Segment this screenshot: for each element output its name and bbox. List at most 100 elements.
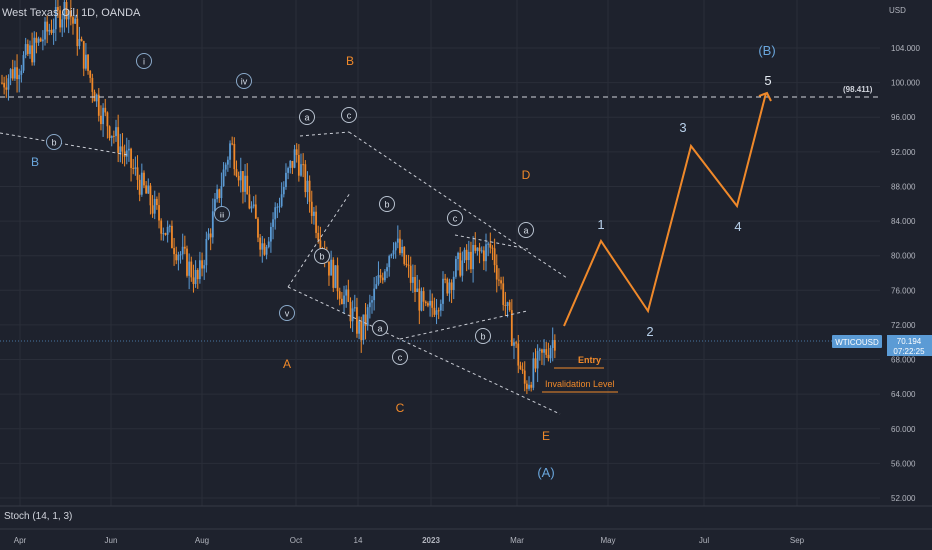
candle-body <box>31 45 34 63</box>
candle-body <box>330 259 333 276</box>
candle-body <box>3 82 6 88</box>
candle-body <box>218 189 221 199</box>
candle-body <box>192 277 195 285</box>
candle-body <box>515 342 518 344</box>
candle-body <box>377 275 380 285</box>
price-tick-label: 92.000 <box>891 148 916 157</box>
wave-label-orange-e: E <box>542 429 550 443</box>
candle-body <box>360 321 363 341</box>
candle-body <box>375 284 378 289</box>
wave-circle <box>518 222 534 238</box>
indicator-label[interactable]: Stoch (14, 1, 3) <box>4 511 73 522</box>
candle-body <box>162 233 165 235</box>
candle-body <box>538 349 541 351</box>
candle-body <box>289 160 292 169</box>
candle-body <box>416 288 419 292</box>
candle-body <box>547 354 550 359</box>
price-axis[interactable]: 104.000 100.000 96.000 92.000 88.000 84.000 80… <box>891 44 920 503</box>
time-tick-label: Jun <box>105 536 118 545</box>
candle-body <box>259 237 262 250</box>
candle-body <box>401 246 404 254</box>
trendline-diagonal <box>287 192 351 288</box>
candle-body <box>519 365 522 370</box>
candle-body <box>168 225 171 227</box>
candle-body <box>293 149 296 168</box>
triangle-upper <box>454 234 529 250</box>
candle-body <box>364 314 367 326</box>
candle-body <box>386 267 388 272</box>
circled-wave-label: a <box>304 113 309 123</box>
candle-body <box>530 384 533 388</box>
candle-body <box>84 54 87 69</box>
candle-body <box>508 302 511 311</box>
candle-body <box>261 243 264 250</box>
candle-body <box>269 226 272 242</box>
candle-body <box>411 276 414 283</box>
candle-body <box>254 204 257 219</box>
candle-body <box>315 211 317 233</box>
candle-body <box>371 300 373 303</box>
circled-wave-label: b <box>384 200 389 210</box>
candle-body <box>545 349 548 355</box>
wave-circle <box>46 134 62 150</box>
candle-body <box>461 260 464 276</box>
candle-body <box>229 143 231 160</box>
price-tick-label: 60.000 <box>891 425 916 434</box>
symbol-title[interactable]: West Texas Oil, 1D, OANDA <box>2 7 141 19</box>
time-axis[interactable]: Apr Jun Aug Oct 14 2023 Mar May Jul Sep <box>14 536 805 545</box>
price-tick-label: 100.000 <box>891 79 920 88</box>
candle-body <box>226 159 229 165</box>
candle-body <box>59 10 61 28</box>
candle-body <box>106 112 109 127</box>
candle-body <box>136 167 139 180</box>
candle-body <box>332 259 335 288</box>
candle-body <box>138 179 141 195</box>
time-tick-label: Sep <box>790 536 805 545</box>
candle-body <box>313 211 315 216</box>
wave-circle <box>236 73 252 89</box>
candle-body <box>319 240 322 251</box>
time-tick-label: Jul <box>699 536 709 545</box>
candle-body <box>476 247 479 251</box>
wave-circle <box>379 196 395 212</box>
candle-body <box>207 233 210 239</box>
wave-circle <box>392 349 408 365</box>
projection-path[interactable] <box>563 92 767 327</box>
candle-body <box>128 148 130 151</box>
candle-body <box>437 310 440 312</box>
wave-circle <box>279 305 295 321</box>
circled-wave-label: iv <box>241 77 248 87</box>
candle-body <box>173 248 175 255</box>
time-tick-label: Apr <box>14 536 27 545</box>
candle-body <box>351 308 354 322</box>
candle-body <box>1 82 3 84</box>
candle-body <box>485 244 487 262</box>
price-tick-label: 56.000 <box>891 459 916 468</box>
candle-body <box>356 307 358 334</box>
price-tick-label: 68.000 <box>891 356 916 365</box>
wave-label-4: 4 <box>734 219 741 234</box>
wave-circle <box>372 320 388 336</box>
candle-body <box>177 254 180 261</box>
candle-body <box>295 149 298 155</box>
trendline-b-left <box>0 132 129 156</box>
candle-body <box>134 167 137 169</box>
candle-body <box>74 18 77 24</box>
wave-circle <box>341 107 357 123</box>
candle-body <box>287 168 290 173</box>
candle-body <box>521 369 524 371</box>
candle-body <box>549 347 552 359</box>
circled-wave-label: iii <box>220 213 225 220</box>
candle-body <box>190 261 193 278</box>
candle-body <box>155 198 158 206</box>
candle-body <box>388 256 391 268</box>
candle-body <box>427 303 429 306</box>
candle-body <box>491 247 494 249</box>
candle-body <box>89 70 92 78</box>
candle-body <box>366 307 369 326</box>
candle-body <box>104 107 107 113</box>
price-tick-label: 96.000 <box>891 113 916 122</box>
wave-label-big-b: (B) <box>758 43 775 58</box>
